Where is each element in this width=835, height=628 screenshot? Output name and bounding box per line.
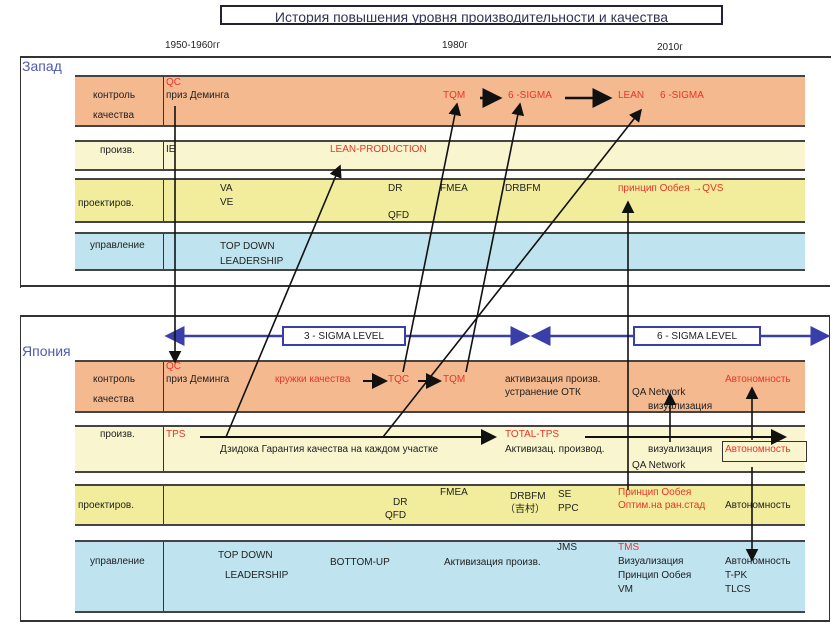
six-sigma-level-label: 6 - SIGMA LEVEL bbox=[633, 326, 761, 346]
west-production-row bbox=[75, 140, 805, 171]
item-obeya-qvs: принцип Oобея →QVS bbox=[618, 183, 724, 194]
item-visualization: визуализация bbox=[648, 401, 713, 412]
item-drbfm: DRBFM bbox=[510, 491, 546, 502]
item-obeya: Принцип Oобея bbox=[618, 487, 692, 498]
arrow-tqc-tqm bbox=[402, 102, 462, 373]
item-jidoka: Дзидока Гарантия качества на каждом учас… bbox=[220, 444, 439, 455]
item-early-opt: Оптим.на ран.стад bbox=[618, 500, 706, 511]
item-otk: устранение ОТК bbox=[505, 387, 581, 398]
item-bottom-up: BOTTOM-UP bbox=[330, 557, 390, 568]
item-top-down: TOP DOWN bbox=[220, 241, 275, 252]
item-tlcs: TLCS bbox=[725, 584, 751, 595]
item-tpk: T-PK bbox=[725, 570, 748, 581]
item-leadership: LEADERSHIP bbox=[225, 570, 289, 581]
item-qa-network: QA Network bbox=[632, 460, 686, 471]
item-deming: приз Деминга bbox=[166, 374, 230, 385]
diagram-title: История повышения уровня производительно… bbox=[220, 5, 723, 25]
row-label: управление bbox=[90, 240, 145, 251]
divider bbox=[20, 285, 830, 287]
item-lean-six-sigma: 6 -SIGMA bbox=[660, 90, 704, 101]
row-label: управление bbox=[90, 556, 145, 567]
autonomy-box bbox=[722, 441, 807, 462]
item-tqm: TQM bbox=[443, 90, 466, 101]
year-label: 1950-1960гг bbox=[165, 40, 221, 51]
item-autonomy: Автономность bbox=[725, 444, 791, 455]
item-dr: DR bbox=[393, 497, 408, 508]
row-label: проектиров. bbox=[78, 500, 134, 511]
item-yoshimura: （吉村） bbox=[505, 504, 545, 515]
japan-production-row bbox=[75, 425, 805, 473]
item-total-tps: TOTAL-TPS bbox=[505, 429, 560, 440]
row-label: произв. bbox=[100, 145, 135, 156]
item-visualization: визуализация bbox=[648, 444, 713, 455]
row-label: качества bbox=[93, 110, 135, 121]
item-tps: TPS bbox=[166, 429, 186, 440]
item-ve: VE bbox=[220, 197, 234, 208]
item-fmea: FMEA bbox=[440, 487, 468, 498]
item-se: SE bbox=[558, 489, 572, 500]
year-label: 2010г bbox=[657, 42, 683, 53]
item-tqc: TQC bbox=[388, 374, 410, 385]
item-ppc: PPC bbox=[558, 503, 579, 514]
item-deming: приз Деминга bbox=[166, 90, 230, 101]
item-qfd: QFD bbox=[388, 210, 410, 221]
japan-label: Япония bbox=[22, 343, 71, 359]
item-lean: LEAN bbox=[618, 90, 645, 101]
japan-design-row bbox=[75, 484, 805, 526]
row-label: контроль bbox=[93, 90, 136, 101]
item-top-down: TOP DOWN bbox=[218, 550, 273, 561]
arrow-quality-lean bbox=[382, 108, 642, 438]
divider bbox=[20, 620, 830, 622]
item-visualization: Визуализация bbox=[618, 556, 684, 567]
item-fmea: FMEA bbox=[440, 183, 468, 194]
item-vm: VM bbox=[618, 584, 633, 595]
three-sigma-level-label: 3 - SIGMA LEVEL bbox=[282, 326, 406, 346]
item-autonomy: Автономность bbox=[725, 374, 791, 385]
item-leadership: LEADERSHIP bbox=[220, 256, 284, 267]
arrow-tqm-six-sigma bbox=[465, 102, 525, 373]
item-activation: Активизация произв. bbox=[444, 557, 541, 568]
item-autonomy: Автономность bbox=[725, 500, 791, 511]
arrow-jidoka-lean-production bbox=[225, 164, 342, 438]
row-label: произв. bbox=[100, 429, 135, 440]
item-six-sigma: 6 -SIGMA bbox=[508, 90, 552, 101]
item-jms: JMS bbox=[557, 542, 577, 553]
item-activation: Активизац. производ. bbox=[505, 444, 605, 455]
row-label: контроль bbox=[93, 374, 136, 385]
item-qc: QC bbox=[166, 77, 181, 88]
japan-management-row bbox=[75, 540, 805, 613]
item-activation: активизация произв. bbox=[505, 374, 601, 385]
item-tms: TMS bbox=[618, 542, 640, 553]
item-qa-network: QA Network bbox=[632, 387, 686, 398]
item-lean-production: LEAN-PRODUCTION bbox=[330, 144, 427, 155]
item-qfd: QFD bbox=[385, 510, 407, 521]
row-label: проектиров. bbox=[78, 198, 134, 209]
item-obeya: Принцип Oобея bbox=[618, 570, 692, 581]
item-qc: QC bbox=[166, 361, 181, 372]
west-frame bbox=[20, 56, 831, 288]
item-dr: DR bbox=[388, 183, 403, 194]
west-management-row bbox=[75, 232, 805, 271]
row-label: качества bbox=[93, 394, 135, 405]
item-circles: кружки качества bbox=[275, 374, 351, 385]
japan-frame bbox=[20, 315, 830, 622]
item-tqm: TQM bbox=[443, 374, 466, 385]
year-label: 1980г bbox=[442, 40, 468, 51]
item-va: VA bbox=[220, 183, 233, 194]
west-quality-row bbox=[75, 75, 805, 127]
west-label: Запад bbox=[22, 58, 62, 74]
item-drbfm: DRBFM bbox=[505, 183, 541, 194]
item-ie: IE bbox=[166, 144, 176, 155]
